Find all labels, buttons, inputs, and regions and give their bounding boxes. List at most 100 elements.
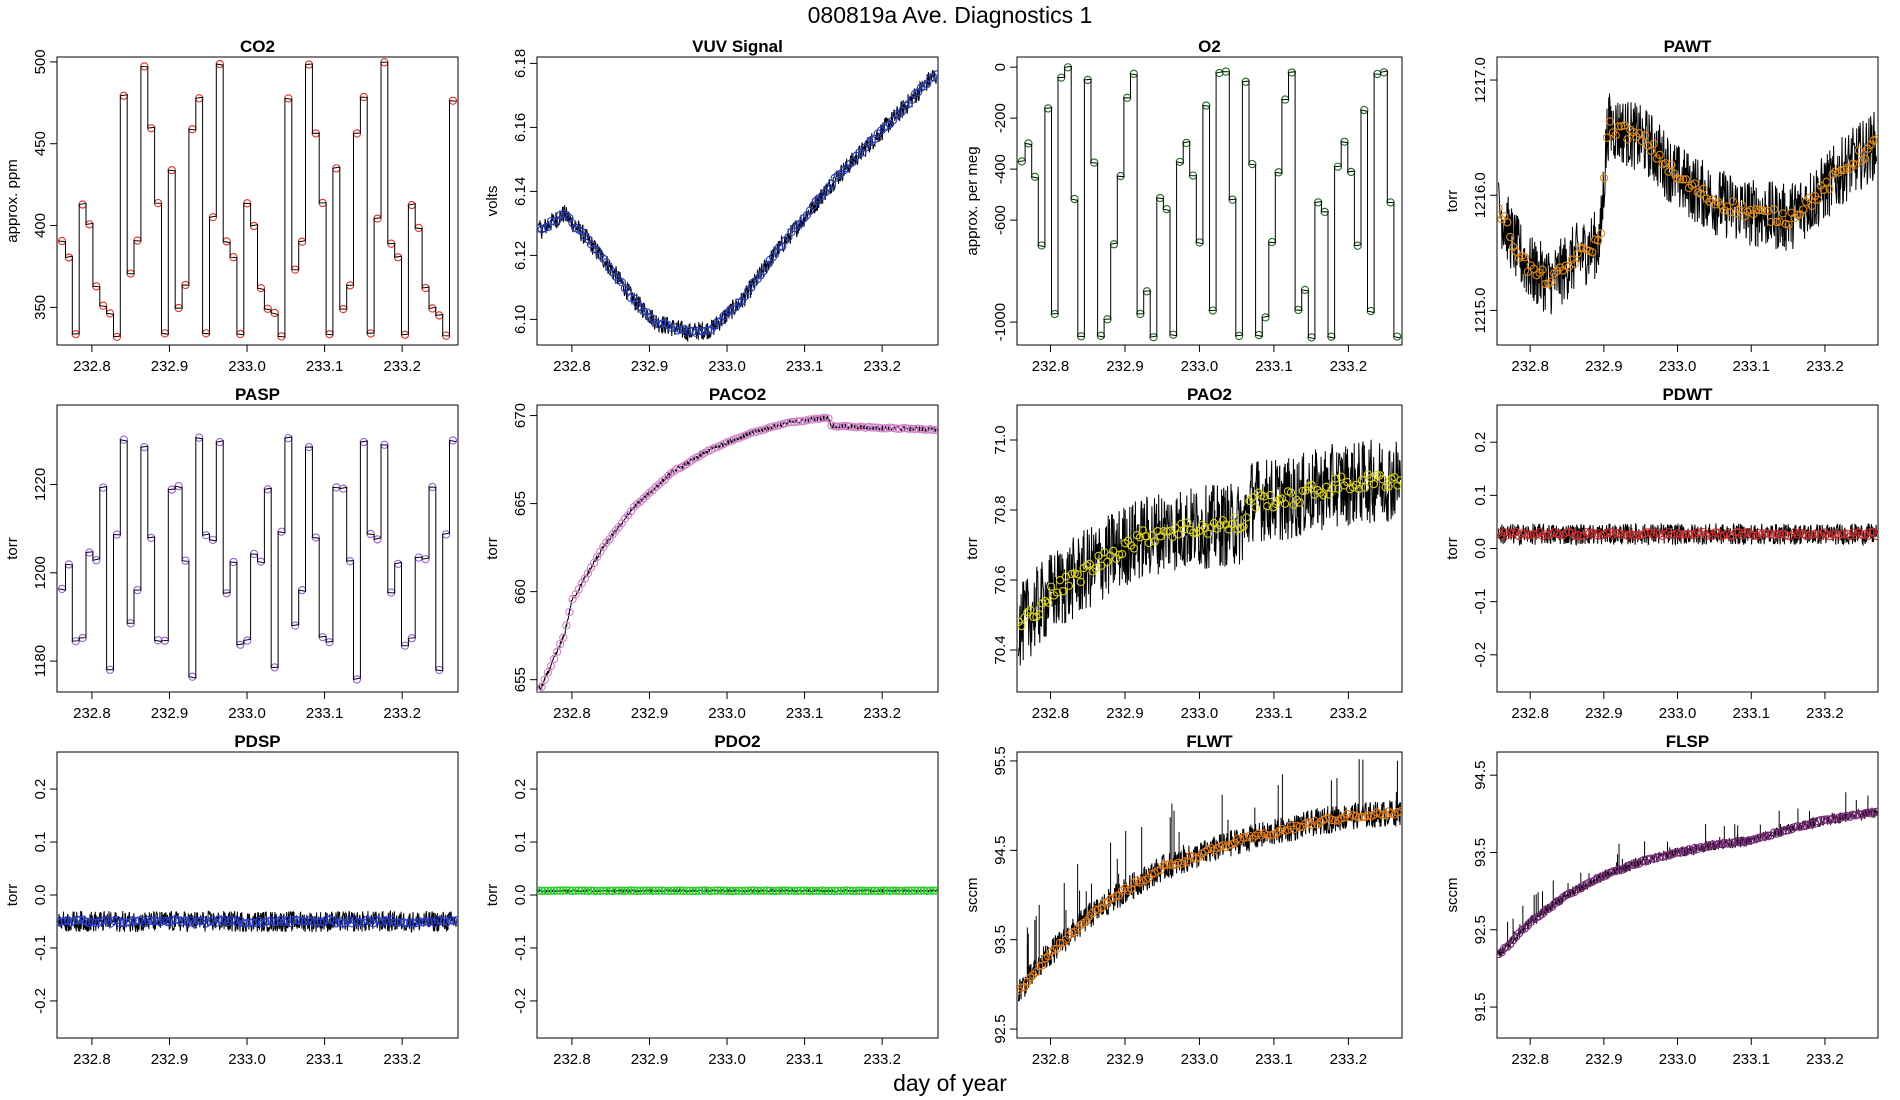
avg-point-pdo2: [614, 886, 623, 895]
avg-point-pao2: [1058, 587, 1068, 596]
avg-point-pao2: [1197, 520, 1207, 530]
panel-paco2: PACO2 torr 655 660 665 670 232.8 232.9 233.0 233.…: [484, 385, 939, 722]
trace-pao2: [1018, 439, 1401, 666]
panel-co2: CO2 approx. ppm 350 400 450 500 232.8 232.9 233.…: [4, 37, 459, 375]
avg-point-flwt: [1245, 831, 1254, 840]
avg-point-pdsp: [72, 915, 82, 924]
avg-point-pdo2: [599, 886, 608, 895]
avg-point-pawt: [1819, 185, 1828, 194]
x-tick-label-flwt: 232.9: [1106, 1051, 1144, 1068]
avg-point-vuv-signal: [700, 326, 710, 336]
x-tick-label-pdwt: 233.0: [1659, 705, 1697, 722]
panel-title-pdo2: PDO2: [714, 732, 760, 751]
avg-point-pdo2: [910, 886, 919, 895]
avg-point-pdo2: [870, 886, 879, 895]
x-tick-label-vuv-signal: 232.9: [631, 358, 669, 375]
y-tick-label-co2: 500: [32, 49, 49, 74]
avg-point-pdo2: [842, 886, 852, 895]
avg-point-vuv-signal: [697, 327, 707, 336]
avg-point-paco2: [929, 425, 938, 435]
y-tick-label-pdwt: -0.1: [1472, 589, 1489, 615]
avg-point-pdo2: [858, 886, 867, 895]
avg-point-pdo2: [630, 886, 639, 895]
series-co2: [57, 58, 458, 342]
avg-point-pdo2: [864, 886, 873, 896]
avg-point-pdo2: [704, 886, 713, 895]
avg-point-pdwt: [1561, 528, 1571, 537]
avg-point-flsp: [1547, 902, 1556, 912]
avg-point-vuv-signal: [546, 217, 556, 226]
x-tick-label-flwt: 233.0: [1181, 1051, 1219, 1068]
y-tick-label-pao2: 70.6: [992, 565, 1009, 594]
avg-point-pdo2: [639, 886, 648, 895]
avg-point-pdo2: [552, 886, 562, 895]
avg-point-pdsp: [242, 918, 251, 928]
y-tick-label-paco2: 670: [512, 403, 529, 428]
avg-point-flsp: [1667, 849, 1676, 858]
panel-title-o2: O2: [1198, 37, 1221, 56]
x-tick-label-pasp: 233.1: [306, 705, 344, 722]
avg-point-pdwt: [1681, 530, 1691, 539]
y-label-paco2: torr: [484, 537, 501, 560]
avg-point-pdo2: [855, 886, 864, 895]
avg-point-pdwt: [1567, 528, 1576, 538]
avg-point-paco2: [756, 426, 765, 435]
avg-point-flwt: [1307, 820, 1316, 830]
avg-point-pdo2: [922, 886, 932, 896]
avg-point-vuv-signal: [654, 320, 664, 329]
avg-point-pdo2: [719, 886, 728, 895]
avg-point-pao2: [1046, 582, 1056, 591]
avg-point-vuv-signal: [932, 70, 938, 79]
avg-point-pdsp: [298, 917, 307, 926]
avg-point-vuv-signal: [892, 110, 901, 119]
avg-point-pdo2: [651, 886, 660, 895]
avg-point-pdwt: [1667, 530, 1676, 539]
panel-title-pawt: PAWT: [1664, 37, 1712, 56]
x-tick-label-pdo2: 232.8: [553, 1051, 591, 1068]
x-tick-label-vuv-signal: 232.8: [553, 358, 591, 375]
avg-point-flwt: [1067, 928, 1076, 937]
avg-point-pdsp: [248, 918, 258, 927]
avg-point-pdo2: [919, 886, 929, 895]
avg-point-pawt: [1851, 160, 1861, 169]
avg-point-pawt: [1760, 207, 1770, 216]
avg-point-pdwt: [1851, 530, 1861, 540]
avg-point-pdwt: [1605, 528, 1615, 537]
avg-point-vuv-signal: [713, 317, 722, 326]
avg-point-pdo2: [685, 886, 694, 895]
avg-point-pdo2: [540, 886, 549, 895]
avg-point-pdo2: [802, 886, 812, 895]
avg-point-paco2: [552, 647, 562, 657]
avg-point-pdsp: [433, 915, 443, 925]
plot-frame-pasp: [56, 404, 459, 693]
avg-point-pdwt: [1702, 531, 1711, 541]
trace-o2: [1018, 65, 1401, 340]
y-tick-label-pdsp: -0.2: [32, 988, 49, 1014]
avg-point-pdo2: [929, 886, 938, 895]
avg-point-pdo2: [824, 886, 833, 896]
avg-point-pdsp: [57, 917, 66, 926]
avg-point-pdo2: [602, 886, 611, 896]
y-tick-label-flwt: 94.5: [992, 836, 1009, 865]
avg-point-pdsp: [193, 916, 202, 925]
avg-point-pdo2: [932, 886, 938, 895]
y-tick-label-pasp: 1220: [32, 468, 49, 501]
avg-point-pdsp: [100, 915, 110, 925]
avg-point-flwt: [1328, 815, 1337, 825]
avg-point-flsp: [1649, 854, 1658, 863]
avg-point-flsp: [1503, 942, 1512, 951]
avg-point-pdo2: [882, 886, 892, 895]
x-tick-label-pawt: 232.9: [1585, 358, 1623, 375]
avg-point-flwt: [1271, 829, 1281, 838]
plot-frame-o2: [1016, 56, 1403, 346]
x-tick-label-flwt: 232.8: [1032, 1051, 1070, 1068]
avg-point-pdsp: [452, 916, 458, 925]
avg-point-pdo2: [589, 886, 599, 895]
avg-point-flwt: [1026, 973, 1035, 982]
avg-point-pawt: [1593, 236, 1603, 245]
avg-point-pdo2: [620, 886, 630, 895]
avg-point-flsp: [1550, 899, 1559, 909]
avg-point-pawt: [1752, 205, 1761, 214]
avg-point-flwt: [1263, 830, 1272, 840]
